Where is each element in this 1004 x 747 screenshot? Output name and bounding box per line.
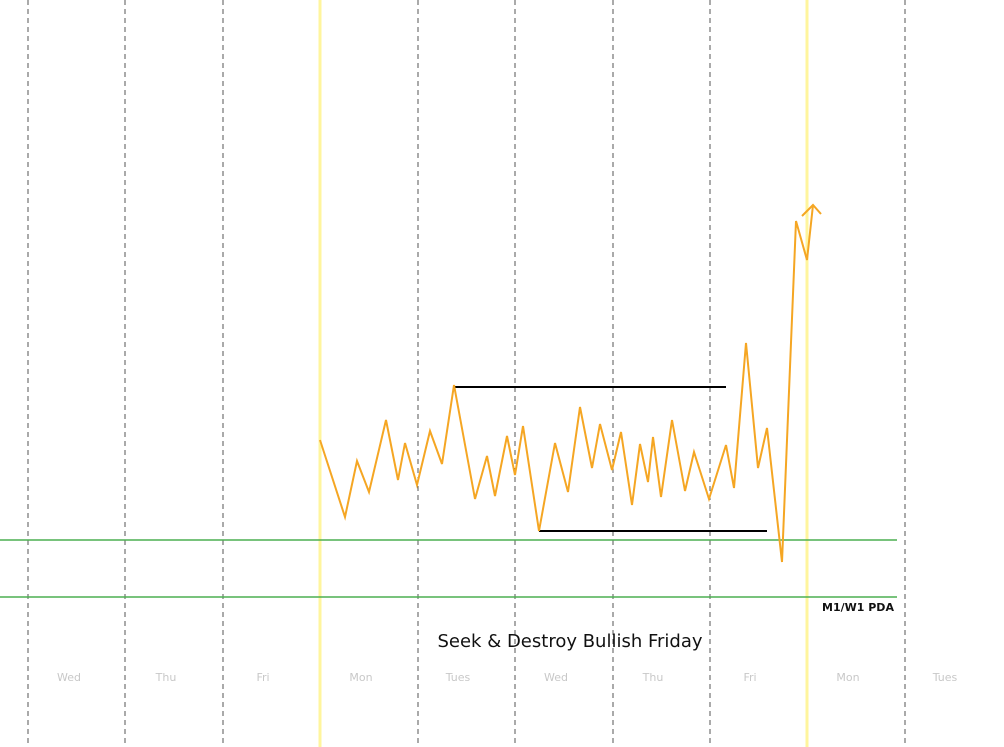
annotation: M1/W1 PDA <box>822 601 894 614</box>
arrow-head <box>801 203 822 217</box>
day-label: Thu <box>155 671 177 684</box>
price-path <box>319 204 814 563</box>
day-label: Tues <box>445 671 471 684</box>
day-separators <box>27 0 906 747</box>
day-label: Fri <box>743 671 756 684</box>
day-labels: Wed Thu Fri Mon Tues Wed Thu Fri Mon Tue… <box>57 671 958 684</box>
day-label: Mon <box>836 671 859 684</box>
day-label: Thu <box>642 671 664 684</box>
day-label: Mon <box>349 671 372 684</box>
day-label: Wed <box>57 671 81 684</box>
day-label: Fri <box>256 671 269 684</box>
day-label: Wed <box>544 671 568 684</box>
day-label: Tues <box>932 671 958 684</box>
chart-title: Seek & Destroy Bullish Friday <box>437 631 702 652</box>
